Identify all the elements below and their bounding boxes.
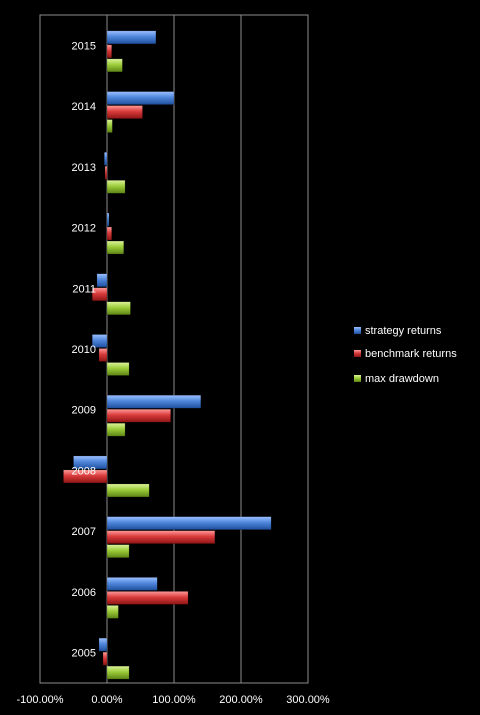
bar-strategy-returns — [98, 637, 108, 652]
bar-strategy-returns — [106, 394, 202, 409]
bar-benchmark-returns — [104, 166, 108, 180]
bar-strategy-returns — [106, 516, 272, 530]
legend-label: strategy returns — [365, 325, 442, 337]
bar-strategy-returns — [73, 455, 108, 470]
bar-benchmark-returns — [106, 591, 189, 605]
bar-max-drawdown — [106, 605, 119, 619]
bar-strategy-returns — [96, 273, 108, 288]
bar-benchmark-returns — [106, 226, 112, 241]
x-tick-label: 200.00% — [219, 694, 263, 706]
bars — [63, 30, 272, 680]
category-label: 2008 — [72, 465, 96, 477]
bar-max-drawdown — [106, 483, 150, 498]
bar-strategy-returns — [106, 91, 175, 105]
category-label: 2010 — [72, 344, 96, 356]
bar-benchmark-returns — [106, 44, 112, 59]
category-label: 2012 — [72, 223, 96, 235]
bar-benchmark-returns — [98, 348, 108, 362]
bar-benchmark-returns — [106, 530, 216, 544]
bar-max-drawdown — [106, 240, 124, 255]
category-label: 2014 — [72, 101, 96, 113]
x-tick-label: 100.00% — [152, 694, 196, 706]
bar-strategy-returns — [106, 577, 158, 591]
x-tick-label: 300.00% — [286, 694, 330, 706]
bar-strategy-returns — [92, 334, 108, 348]
legend-label: benchmark returns — [365, 348, 457, 360]
bar-max-drawdown — [106, 362, 130, 376]
x-tick-label: -100.00% — [16, 694, 63, 706]
legend-swatch — [354, 350, 361, 357]
legend-swatch — [354, 327, 361, 334]
category-label: 2007 — [72, 526, 96, 538]
bar-max-drawdown — [106, 180, 126, 194]
legend: strategy returns benchmark returns max dra… — [354, 325, 457, 385]
category-label: 2005 — [72, 648, 96, 660]
category-label: 2013 — [72, 162, 96, 174]
category-label: 2011 — [72, 283, 96, 295]
bar-max-drawdown — [106, 301, 131, 316]
bar-max-drawdown — [106, 119, 113, 133]
x-tick-labels: -100.00% 0.00% 100.00% 200.00% 300.00% — [16, 694, 329, 706]
category-label: 2015 — [72, 40, 96, 52]
legend-swatch — [354, 375, 361, 382]
legend-label: max drawdown — [365, 373, 439, 385]
bar-benchmark-returns — [63, 469, 108, 484]
bar-benchmark-returns — [102, 651, 108, 666]
bar-max-drawdown — [106, 665, 130, 680]
bar-benchmark-returns — [106, 105, 143, 119]
category-labels: 2005 2006 2007 2008 2009 2010 2011 2012 2013 2014… — [72, 40, 96, 659]
bar-strategy-returns — [104, 152, 108, 166]
category-label: 2006 — [72, 587, 96, 599]
bar-benchmark-returns — [106, 408, 171, 423]
x-tick-label: 0.00% — [91, 694, 122, 706]
bar-strategy-returns — [106, 212, 110, 227]
bar-max-drawdown — [106, 58, 123, 73]
bar-max-drawdown — [106, 422, 126, 437]
bar-strategy-returns — [106, 30, 157, 45]
category-label: 2009 — [72, 405, 96, 417]
bar-benchmark-returns — [92, 287, 108, 302]
bar-max-drawdown — [106, 544, 130, 558]
